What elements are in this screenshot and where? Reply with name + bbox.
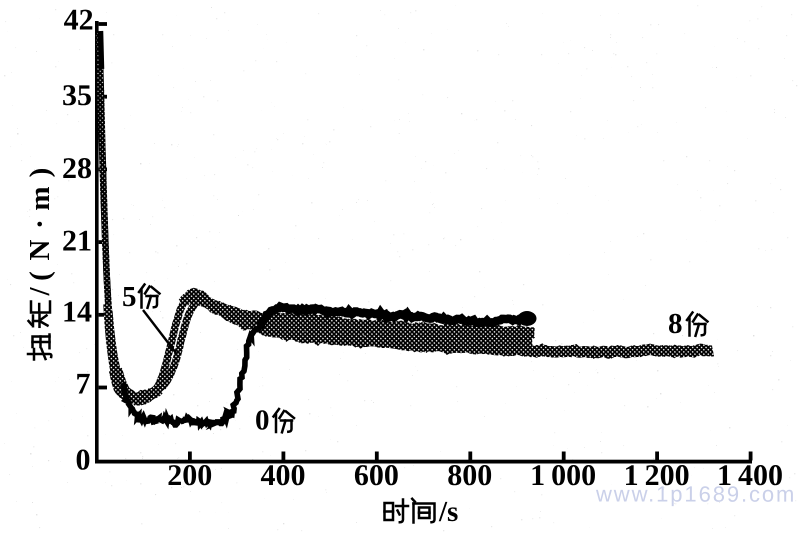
svg-text:m: m — [24, 186, 56, 210]
svg-text:7: 7 — [75, 367, 90, 400]
svg-text:35: 35 — [62, 79, 92, 112]
svg-text:0: 0 — [75, 443, 90, 476]
svg-text:600: 600 — [354, 459, 399, 492]
svg-text:1 000: 1 000 — [530, 459, 596, 492]
svg-text:/: / — [24, 287, 56, 297]
svg-text:1 400: 1 400 — [717, 459, 783, 492]
svg-text:800: 800 — [447, 459, 492, 492]
svg-text:8: 8 — [668, 308, 683, 340]
svg-text:·: · — [24, 219, 56, 229]
svg-text:200: 200 — [167, 459, 212, 492]
svg-text:(: ( — [24, 271, 56, 281]
svg-text:N: N — [24, 239, 56, 260]
svg-text:/s: /s — [438, 496, 458, 528]
svg-text:14: 14 — [62, 295, 92, 328]
svg-text:21: 21 — [62, 224, 92, 257]
svg-text:1 200: 1 200 — [624, 459, 690, 492]
svg-text:42: 42 — [64, 3, 94, 36]
svg-text:28: 28 — [62, 152, 92, 185]
svg-text:400: 400 — [260, 459, 305, 492]
svg-text:5: 5 — [122, 281, 137, 313]
svg-text:www.1p1689.com: www.1p1689.com — [595, 481, 796, 506]
svg-text:0: 0 — [255, 405, 270, 437]
svg-text:): ) — [24, 168, 56, 178]
